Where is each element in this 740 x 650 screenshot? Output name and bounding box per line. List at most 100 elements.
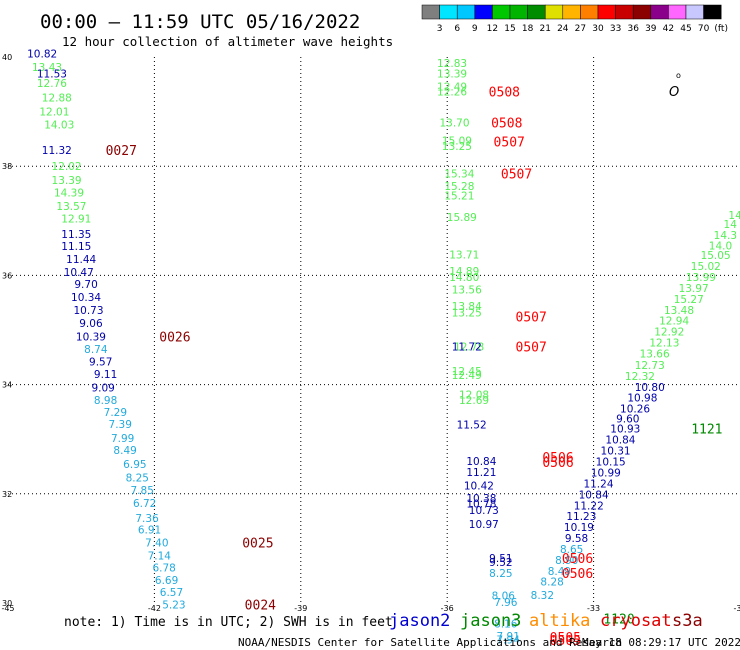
wave-height-label: 11.21 [466, 467, 496, 479]
wave-height-label: 13.70 [439, 118, 469, 130]
color-scale-label: 18 [522, 24, 534, 34]
wave-height-label: 9.57 [89, 357, 112, 369]
wave-height-label: 15.28 [444, 181, 474, 193]
pass-time-label: 0506 [542, 451, 573, 466]
wave-height-label: 13.43 [32, 62, 62, 74]
wave-height-label: 13.97 [679, 283, 709, 295]
wave-height-label: 6.91 [138, 524, 161, 536]
wave-height-label: 12.78 [454, 341, 484, 353]
wave-height-label: 14.03 [44, 120, 74, 132]
wave-height-label: 9.11 [94, 369, 117, 381]
wave-height-label: 12.83 [437, 58, 467, 70]
pass-time-labels: 0027 0026 0025 0024 0508 0508 0507 0507 0507 0507… [106, 85, 723, 649]
wave-height-label: 12.32 [625, 371, 655, 383]
wave-height-label: 10.73 [73, 305, 103, 317]
color-swatch [650, 4, 669, 20]
wave-height-label: 10.84 [579, 489, 609, 501]
wave-height-label: 10.73 [469, 505, 499, 517]
color-scale-label: 70 [698, 24, 710, 34]
chart-subtitle: 12 hour collection of altimeter wave hei… [62, 34, 393, 49]
color-swatch [562, 4, 581, 20]
footer-note: note: 1) Time is in UTC; 2) SWH is in fe… [64, 615, 393, 630]
legend-item: jason3 [460, 611, 521, 631]
wave-height-label: 9.06 [79, 318, 103, 330]
wave-height-label: 10.93 [610, 423, 640, 435]
wave-height-label: 10.31 [601, 446, 631, 458]
wave-height-label: 7.36 [135, 513, 159, 525]
wave-height-label: 11.22 [574, 500, 604, 512]
wave-height-label: 12.92 [654, 327, 684, 339]
legend-item: s3a [672, 611, 703, 631]
wave-height-label: 12.08 [459, 389, 489, 401]
color-swatch [474, 4, 493, 20]
color-scale-label: 21 [539, 24, 550, 34]
wave-height-label: 12.45 [452, 366, 482, 378]
wave-height-label: 7.94 [497, 635, 521, 647]
wave-height-labels: 13.4312.7612.8812.0114.0312.0213.3914.39… [27, 49, 740, 647]
pass-time-label: 0506 [562, 567, 593, 582]
chart-title: 00:00 – 11:59 UTC 05/16/2022 [40, 11, 360, 33]
y-tick-label: 36 [2, 271, 12, 280]
wave-height-label: 8.25 [489, 568, 512, 580]
color-scale-label: 9 [472, 24, 478, 34]
wave-height-label: 12.26 [437, 86, 467, 98]
wave-height-label: 13.56 [452, 285, 482, 297]
wave-height-label: 11.44 [66, 254, 96, 266]
wave-height-label: 13.25 [442, 141, 472, 153]
wave-height-label: 10.97 [469, 519, 499, 531]
wave-height-label: 8.74 [84, 344, 108, 356]
wave-height-label: 11.15 [61, 241, 91, 253]
pass-time-label: 0507 [516, 340, 547, 355]
wave-height-label: 15.89 [447, 212, 477, 224]
wave-height-label: 10.82 [27, 49, 57, 61]
wave-height-label: 9.51 [489, 553, 512, 565]
wave-height-label: 15.02 [691, 261, 721, 273]
wave-height-label: 8.25 [126, 472, 149, 484]
color-scale-label: 39 [645, 24, 657, 34]
pass-time-label: 0024 [245, 599, 276, 614]
wave-height-label: 14.0 [709, 240, 732, 252]
color-swatch [685, 4, 704, 20]
wave-height-label: 15.21 [444, 191, 474, 203]
wave-height-label: 6.95 [123, 459, 146, 471]
wave-height-label: 10.84 [605, 435, 635, 447]
legend-item: jason2 [389, 611, 450, 631]
wave-height-label: 13.99 [686, 272, 716, 284]
pass-time-label: 0025 [242, 536, 273, 551]
wave-height-label: 11.53 [37, 68, 67, 80]
color-scale-label: 24 [557, 24, 569, 34]
wave-height-label: 7.99 [111, 433, 134, 445]
x-tick-label: -30 [733, 604, 740, 613]
satellite-legend: jason2 jason3 altika cryosat s3a [389, 611, 703, 631]
wave-height-label: 10.99 [591, 468, 621, 480]
color-swatch [527, 4, 546, 20]
wave-height-label: 12.49 [452, 370, 482, 382]
x-tick-label: -36 [441, 604, 454, 613]
color-swatch [580, 4, 599, 20]
wave-height-label: 9.70 [74, 279, 97, 291]
x-tick-label: -42 [148, 604, 161, 613]
color-swatch [439, 4, 458, 20]
wave-height-label: 11.32 [42, 145, 72, 157]
wave-height-label: 9.60 [616, 413, 639, 425]
wave-height-label: 15.09 [442, 136, 472, 148]
wave-height-label: 10.84 [466, 456, 496, 468]
wave-height-label: 10.42 [464, 481, 494, 493]
wave-height-label: 14.39 [54, 187, 84, 199]
pass-time-label: 0507 [494, 136, 525, 151]
wave-height-label: 12.91 [61, 214, 91, 226]
y-tick-label: 40 [2, 53, 12, 62]
wave-height-label: 10.98 [627, 393, 657, 405]
wave-height-label: 8.49 [113, 445, 136, 457]
axis-tick-labels: -45 -42 -39 -36 -33 -30 30 32 34 36 38 40 [1, 53, 740, 613]
color-scale-label: (ft) [714, 24, 728, 34]
wave-height-label: 12.73 [635, 360, 665, 372]
wave-height-label: 10.38 [466, 493, 496, 505]
wave-height-label: 14 [728, 210, 740, 222]
color-swatch [421, 4, 440, 20]
color-swatch [597, 4, 616, 20]
color-scale-label: 45 [680, 24, 691, 34]
wave-height-label: 8.90 [555, 555, 578, 567]
wave-height-label: 12.88 [42, 92, 72, 104]
y-tick-label: 30 [2, 599, 12, 608]
